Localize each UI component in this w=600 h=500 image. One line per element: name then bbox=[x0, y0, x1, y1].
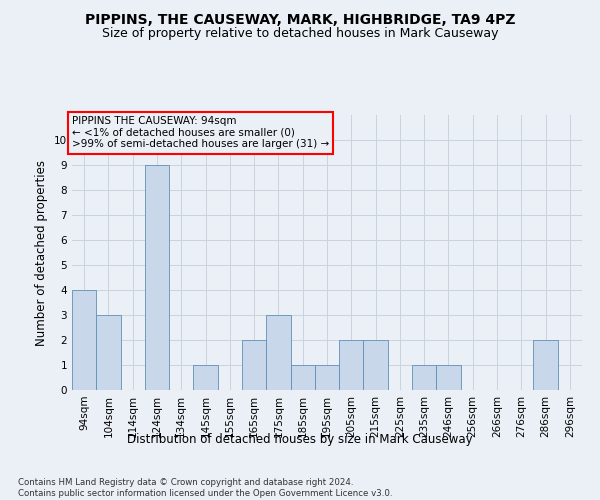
Text: Distribution of detached houses by size in Mark Causeway: Distribution of detached houses by size … bbox=[127, 432, 473, 446]
Bar bbox=[412, 365, 436, 390]
Bar bbox=[290, 365, 315, 390]
Text: Size of property relative to detached houses in Mark Causeway: Size of property relative to detached ho… bbox=[102, 28, 498, 40]
Bar bbox=[96, 315, 121, 390]
Text: PIPPINS THE CAUSEWAY: 94sqm
← <1% of detached houses are smaller (0)
>99% of sem: PIPPINS THE CAUSEWAY: 94sqm ← <1% of det… bbox=[72, 116, 329, 150]
Text: Contains HM Land Registry data © Crown copyright and database right 2024.
Contai: Contains HM Land Registry data © Crown c… bbox=[18, 478, 392, 498]
Bar bbox=[339, 340, 364, 390]
Bar bbox=[242, 340, 266, 390]
Text: PIPPINS, THE CAUSEWAY, MARK, HIGHBRIDGE, TA9 4PZ: PIPPINS, THE CAUSEWAY, MARK, HIGHBRIDGE,… bbox=[85, 12, 515, 26]
Bar bbox=[266, 315, 290, 390]
Bar bbox=[145, 165, 169, 390]
Bar bbox=[315, 365, 339, 390]
Bar bbox=[193, 365, 218, 390]
Bar bbox=[364, 340, 388, 390]
Bar bbox=[436, 365, 461, 390]
Y-axis label: Number of detached properties: Number of detached properties bbox=[35, 160, 49, 346]
Bar bbox=[72, 290, 96, 390]
Bar bbox=[533, 340, 558, 390]
